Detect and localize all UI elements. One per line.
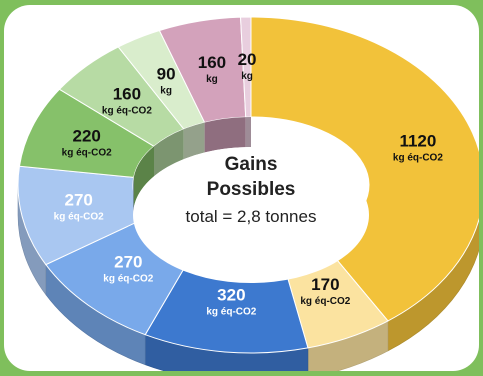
slice-unit-label-4: kg éq-CO2 — [54, 211, 104, 222]
slice-inner-wall-5 — [133, 146, 155, 208]
donut-chart: 1120 kg éq-CO2 170 kg éq-CO2 320 kg éq-CO2 270… — [17, 16, 479, 371]
slice-value-label-4: 270 — [64, 190, 92, 209]
donut-hole — [133, 117, 369, 283]
slice-value-label-9: 20 — [238, 50, 257, 69]
donut-side-walls — [17, 184, 479, 371]
slice-value-label-0: 1120 — [399, 132, 436, 151]
hole-floor — [133, 147, 369, 283]
slice-inner-wall-8 — [204, 117, 246, 153]
slice-value-label-8: 160 — [198, 53, 226, 72]
slice-value-label-6: 160 — [113, 85, 141, 104]
donut-top-faces — [17, 16, 479, 354]
slice-unit-label-6: kg éq-CO2 — [102, 106, 152, 117]
slice-inner-wall-9 — [245, 117, 251, 148]
center-title-line2: Possibles — [207, 179, 296, 200]
slice-value-label-3: 270 — [114, 252, 142, 271]
slice-value-label-2: 320 — [217, 285, 245, 304]
slice-labels: 1120 kg éq-CO2 170 kg éq-CO2 320 kg éq-CO2 270… — [54, 50, 444, 317]
slice-unit-label-9: kg — [241, 71, 253, 82]
center-subtitle: total = 2,8 tonnes — [186, 207, 317, 226]
center-title-line1: Gains — [225, 154, 278, 175]
slice-unit-label-0: kg éq-CO2 — [393, 153, 443, 164]
chart-frame: 1120 kg éq-CO2 170 kg éq-CO2 320 kg éq-CO2 270… — [4, 5, 479, 371]
slice-inner-wall-4 — [133, 177, 134, 215]
slice-value-label-5: 220 — [73, 127, 101, 146]
slice-inner-wall-6 — [154, 129, 184, 177]
slice-unit-label-7: kg — [160, 86, 172, 97]
slice-unit-label-2: kg éq-CO2 — [206, 306, 256, 317]
slice-value-label-1: 170 — [311, 275, 339, 294]
slice-unit-label-3: kg éq-CO2 — [103, 273, 153, 284]
slice-0 — [250, 16, 479, 322]
slice-unit-label-8: kg — [206, 74, 218, 85]
slice-unit-label-5: kg éq-CO2 — [62, 148, 112, 159]
slice-unit-label-1: kg éq-CO2 — [300, 296, 350, 307]
slice-inner-wall-7 — [183, 122, 205, 160]
slice-value-label-7: 90 — [157, 65, 176, 84]
